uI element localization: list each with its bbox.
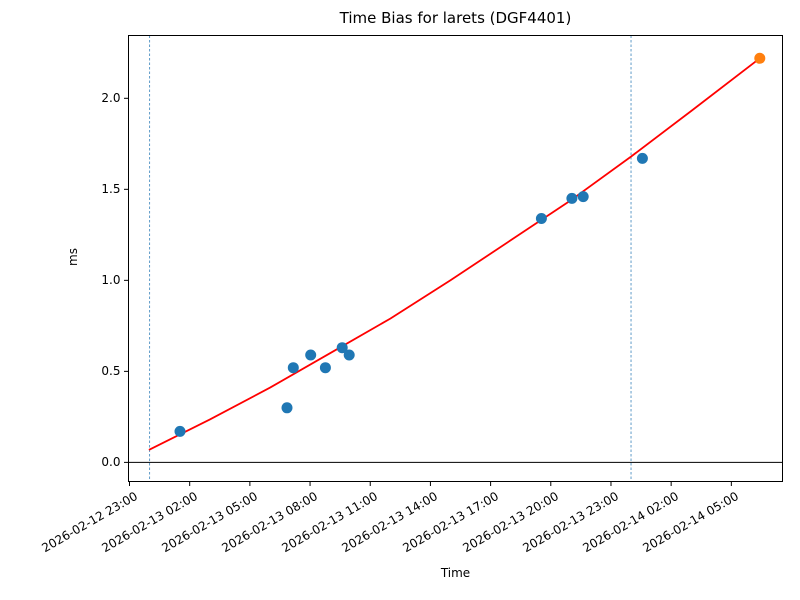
scatter-point [336,342,348,354]
scatter-point [577,191,589,203]
chart-title: Time Bias for larets (DGF4401) [339,9,572,27]
scatter-point [566,192,578,204]
y-axis-label: ms [66,248,80,266]
y-tick-label: 0.0 [101,454,121,469]
scatter-point [343,349,355,361]
scatter-point [287,362,299,374]
scatter-point [281,402,293,414]
y-tick-label: 2.0 [101,90,121,105]
scatter-point [305,349,317,361]
scatter-point [535,213,547,224]
y-tick-label: 0.5 [101,363,121,378]
scatter-point [636,152,648,164]
y-tick-label: 1.5 [101,181,121,196]
scatter-point [319,362,331,374]
y-tick-label: 1.0 [101,272,121,287]
highlight-point [754,52,766,64]
axes-spines [128,35,783,482]
scatter-point [174,425,186,437]
trend-line [148,57,761,451]
x-axis-label: Time [440,566,471,580]
